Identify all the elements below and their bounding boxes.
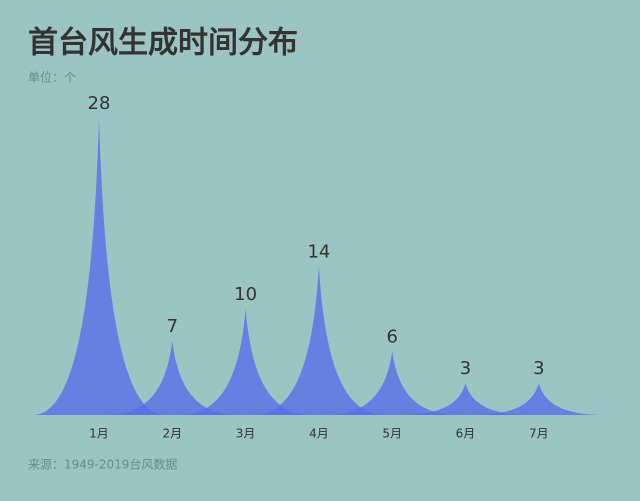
value-label: 10 [234,284,257,305]
plot-area: 28 1月 7 2月 10 3月 14 4月 6 5月 3 6月 3 7月 [33,93,605,441]
spike [472,383,605,415]
x-tick-label: 7月 [529,427,549,441]
chart-subtitle: 单位：个 [28,70,76,85]
value-label: 3 [460,358,471,379]
value-label: 3 [533,358,544,379]
spike [399,383,532,415]
x-tick-label: 1月 [89,427,109,441]
value-label: 14 [307,242,330,263]
x-tick-label: 6月 [456,427,476,441]
chart-title: 首台风生成时间分布 [28,26,298,61]
value-label: 6 [386,326,397,347]
chart-source: 来源：1949-2019台风数据 [28,457,177,472]
x-tick-label: 2月 [162,427,182,441]
x-tick-label: 5月 [382,427,402,441]
spike [33,118,165,415]
value-label: 28 [88,93,111,114]
spike [106,340,239,415]
spike [252,266,385,415]
x-tick-label: 3月 [236,427,256,441]
x-tick-label: 4月 [309,427,329,441]
spike [326,351,459,415]
spike [179,309,312,415]
value-label: 7 [167,316,178,337]
